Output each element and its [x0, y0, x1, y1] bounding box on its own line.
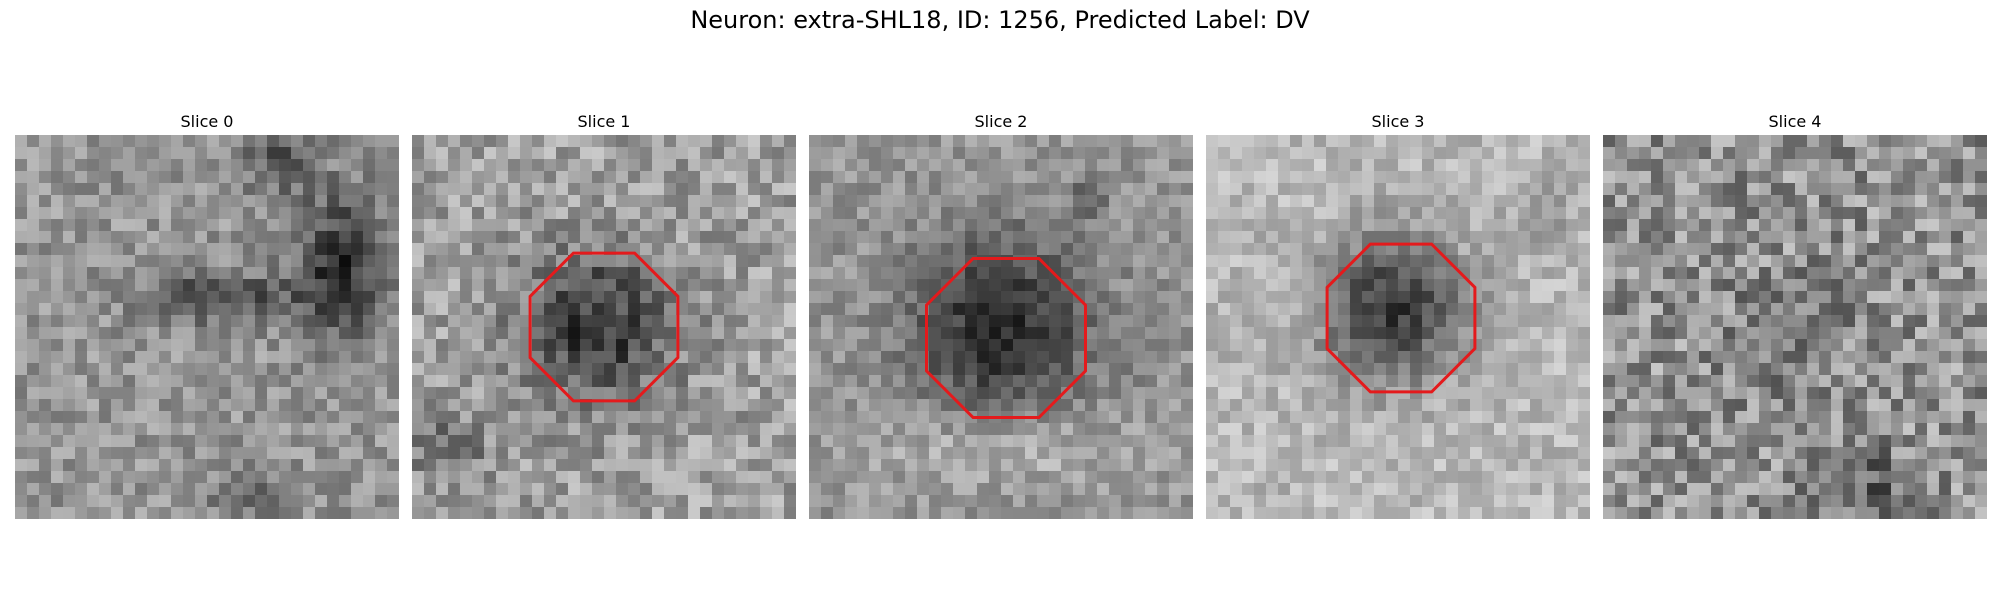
slice-title: Slice 1	[577, 112, 631, 131]
figure-title: Neuron: extra-SHL18, ID: 1256, Predicted…	[690, 6, 1310, 34]
slice-image	[1206, 135, 1590, 519]
slice-title: Slice 0	[180, 112, 234, 131]
slice-title: Slice 4	[1768, 112, 1822, 131]
slice-image	[15, 135, 399, 519]
roi-outline	[925, 257, 1087, 419]
slice-image	[1603, 135, 1987, 519]
slice-title: Slice 2	[974, 112, 1028, 131]
slice-image	[412, 135, 796, 519]
slice-image	[809, 135, 1193, 519]
slice-title: Slice 3	[1371, 112, 1425, 131]
roi-outline	[528, 251, 680, 403]
roi-outline	[1325, 242, 1477, 394]
